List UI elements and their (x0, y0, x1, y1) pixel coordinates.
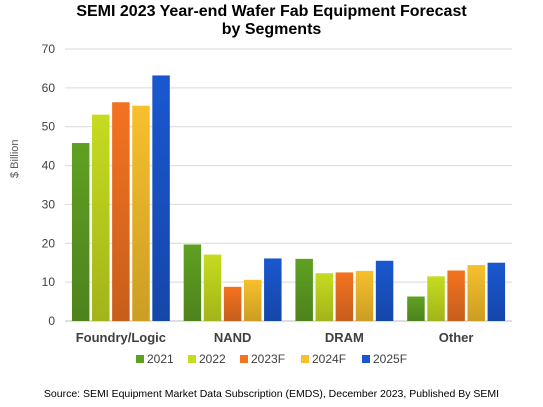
legend-label: 2023F (251, 352, 285, 366)
bar (315, 273, 334, 321)
legend-label: 2022 (199, 352, 226, 366)
y-tick-label: 40 (42, 159, 56, 173)
y-tick-label: 20 (42, 236, 56, 250)
legend-swatch (240, 355, 248, 363)
legend-swatch (188, 355, 196, 363)
bar (112, 102, 130, 321)
bar (243, 279, 262, 321)
bar (487, 262, 506, 321)
x-tick-label: Other (439, 330, 474, 345)
bar (264, 258, 282, 321)
bar (92, 114, 110, 321)
chart-title: SEMI 2023 Year-end Wafer Fab Equipment F… (0, 3, 543, 39)
bar (71, 143, 90, 321)
bar (223, 286, 242, 321)
y-tick-label: 10 (42, 275, 56, 289)
bar (355, 270, 374, 321)
bar (183, 244, 202, 321)
y-tick-label: 30 (42, 197, 56, 211)
legend-swatch (301, 355, 309, 363)
legend-swatch (136, 355, 144, 363)
legend-label: 2021 (147, 352, 174, 366)
bar (203, 254, 222, 321)
bar (335, 272, 354, 321)
bar (375, 260, 394, 321)
bar (295, 258, 313, 321)
y-tick-label: 50 (42, 120, 56, 134)
legend-label: 2025F (373, 352, 407, 366)
source-note: Source: SEMI Equipment Market Data Subsc… (43, 388, 500, 400)
bar (467, 265, 485, 321)
legend-swatch (362, 355, 370, 363)
bar (407, 296, 425, 321)
chart-subtitle: by Segments (221, 21, 322, 38)
bar (447, 270, 465, 321)
legend-label: 2024F (312, 352, 346, 366)
bar (152, 75, 170, 322)
y-tick-label: 70 (42, 42, 56, 56)
chart-title-line1: SEMI 2023 Year-end Wafer Fab Equipment F… (76, 3, 467, 20)
bar (132, 105, 150, 321)
x-tick-label: Foundry/Logic (76, 330, 166, 345)
y-tick-label: 0 (48, 314, 55, 328)
bar-chart: 0 10 20 30 40 50 60 70 Foundry/Logic NAND DRAM Othe… (42, 42, 512, 366)
bar (427, 276, 445, 321)
x-tick-label: DRAM (325, 330, 364, 345)
y-tick-label: 60 (42, 81, 56, 95)
x-tick-label: NAND (214, 330, 252, 345)
